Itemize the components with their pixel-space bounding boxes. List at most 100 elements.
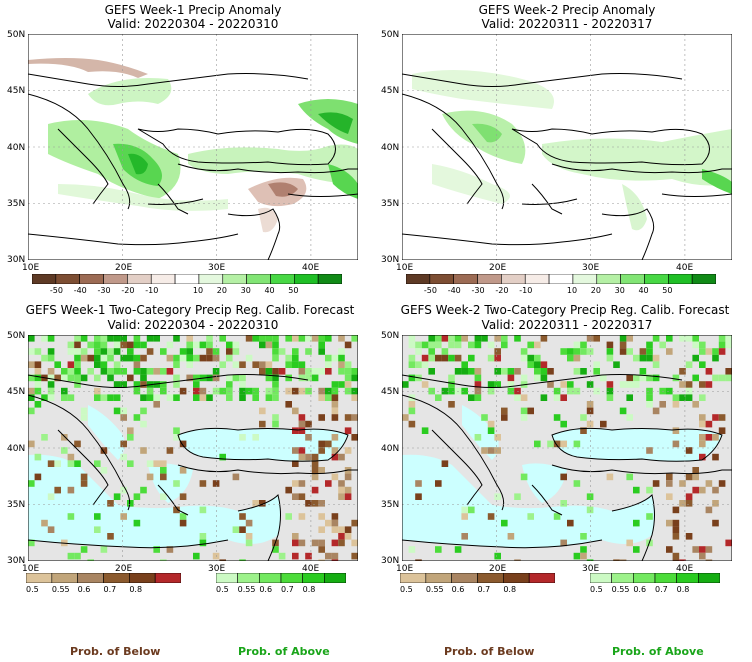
prob-cell bbox=[685, 387, 693, 395]
prob-cell bbox=[448, 401, 455, 408]
prob-cell bbox=[338, 361, 345, 368]
prob-cell bbox=[672, 526, 680, 533]
prob-cell bbox=[494, 552, 501, 560]
prob-cell bbox=[344, 341, 352, 349]
prob-cell bbox=[292, 480, 299, 487]
prob-cell bbox=[514, 387, 521, 395]
prob-cell bbox=[160, 460, 167, 467]
prob-cell bbox=[606, 387, 614, 395]
prob-cell bbox=[606, 394, 614, 401]
p4-lat-35: 35N bbox=[381, 500, 400, 510]
prob-cell bbox=[646, 486, 653, 494]
prob-cell bbox=[613, 559, 620, 561]
prob-cell bbox=[120, 368, 127, 375]
prob-cell bbox=[252, 361, 259, 368]
prob-cell bbox=[428, 348, 435, 355]
prob-above-colorbar-swatch bbox=[216, 573, 238, 583]
prob-cell bbox=[344, 361, 352, 368]
prob-cell bbox=[586, 401, 594, 408]
prob-cell bbox=[534, 440, 541, 448]
prob-cell bbox=[435, 335, 442, 342]
prob-cell bbox=[311, 374, 319, 382]
p2-lat-35: 35N bbox=[381, 199, 400, 209]
prob-cell bbox=[494, 493, 501, 500]
prob-cell bbox=[120, 354, 127, 362]
prob-cell bbox=[692, 467, 699, 474]
prob-cell bbox=[47, 374, 55, 382]
anomaly-colorbar-swatch bbox=[668, 274, 693, 284]
p1-anomaly-colorbar bbox=[32, 274, 342, 284]
prob-cell bbox=[626, 381, 633, 388]
prob-cell bbox=[685, 447, 693, 454]
prob-cell bbox=[344, 381, 352, 388]
prob-cell bbox=[474, 394, 482, 401]
prob-cell bbox=[206, 335, 213, 342]
prob-cell bbox=[298, 493, 306, 500]
anomaly-colorbar-tick-label: 20 bbox=[216, 286, 227, 295]
panel4-map bbox=[402, 335, 732, 561]
prob-below-colorbar-tick-label: 0.8 bbox=[503, 585, 517, 594]
prob-cell bbox=[120, 381, 127, 388]
prob-cell bbox=[454, 335, 462, 342]
prob-cell bbox=[461, 506, 468, 514]
prob-cell bbox=[140, 341, 147, 349]
anomaly-colorbar-swatch bbox=[198, 274, 224, 284]
prob-cell bbox=[245, 519, 253, 527]
prob-cell bbox=[626, 394, 633, 401]
prob-cell bbox=[672, 427, 680, 434]
prob-cell bbox=[534, 374, 541, 382]
prob-cell bbox=[133, 354, 141, 362]
prob-below-colorbar-tick-label: 0.6 bbox=[77, 585, 91, 594]
prob-cell bbox=[272, 394, 279, 401]
prob-cell bbox=[41, 434, 48, 441]
prob-cell bbox=[560, 440, 567, 448]
prob-cell bbox=[672, 440, 680, 448]
prob-cell bbox=[272, 420, 279, 428]
prob-cell bbox=[186, 354, 193, 362]
prob-cell bbox=[298, 480, 306, 487]
prob-cell bbox=[633, 486, 640, 494]
prob-cell bbox=[173, 394, 180, 401]
prob-below-colorbar-tick-label: 0.55 bbox=[51, 585, 70, 594]
prob-cell bbox=[318, 335, 325, 342]
prob-cell bbox=[679, 559, 686, 561]
prob-cell bbox=[474, 341, 482, 349]
anomaly-colorbar-swatch bbox=[429, 274, 455, 284]
anomaly-colorbar-swatch bbox=[548, 274, 574, 284]
prob-cell bbox=[298, 361, 306, 368]
prob-cell bbox=[712, 500, 719, 507]
prob-cell bbox=[408, 546, 416, 553]
prob-cell bbox=[28, 407, 35, 415]
p4-lon-40: 40E bbox=[676, 564, 694, 574]
prob-cell bbox=[100, 335, 108, 342]
prob-cell bbox=[265, 361, 273, 368]
prob-cell bbox=[100, 348, 108, 355]
prob-cell bbox=[679, 480, 686, 487]
p1-lon-30: 30E bbox=[208, 263, 226, 273]
p4-prob-below-label: Prob. of Below bbox=[444, 645, 535, 658]
prob-cell bbox=[245, 539, 253, 547]
prob-cell bbox=[415, 361, 422, 368]
prob-cell bbox=[520, 374, 528, 382]
prob-cell bbox=[718, 341, 726, 349]
prob-cell bbox=[338, 368, 345, 375]
prob-cell bbox=[501, 335, 508, 342]
prob-cell bbox=[74, 552, 81, 560]
p3-above-colorbar bbox=[216, 573, 346, 583]
prob-cell bbox=[140, 374, 147, 382]
anomaly-colorbar-tick-label: -20 bbox=[495, 286, 509, 295]
prob-cell bbox=[28, 480, 35, 487]
prob-cell bbox=[534, 341, 541, 349]
prob-cell bbox=[160, 467, 167, 474]
prob-below-colorbar-swatch bbox=[51, 573, 78, 583]
prob-cell bbox=[232, 473, 240, 481]
prob-cell bbox=[712, 414, 719, 421]
prob-cell bbox=[646, 341, 653, 349]
prob-cell bbox=[199, 480, 207, 487]
prob-cell bbox=[245, 354, 253, 362]
prob-above-colorbar-swatch bbox=[259, 573, 282, 583]
prob-cell bbox=[259, 500, 266, 507]
prob-below-colorbar-swatch bbox=[528, 573, 555, 583]
prob-cell bbox=[252, 394, 259, 401]
prob-cell bbox=[179, 493, 187, 500]
